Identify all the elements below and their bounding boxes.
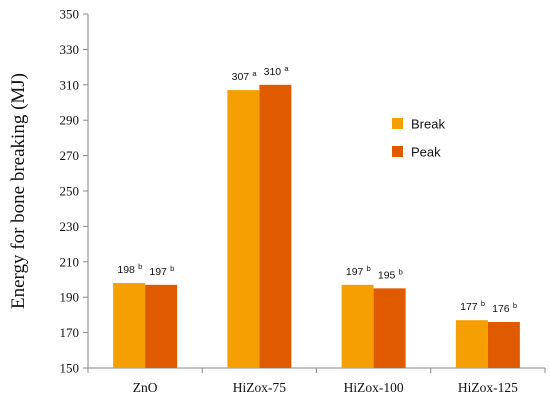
y-tick-label: 170 xyxy=(60,325,80,340)
data-label: 197 xyxy=(346,266,364,278)
x-category-label: ZnO xyxy=(133,380,158,395)
bar-peak-hizox-125 xyxy=(487,321,520,368)
data-label-superscript: b xyxy=(367,264,371,273)
y-tick-label: 210 xyxy=(60,254,80,269)
data-label-superscript: a xyxy=(284,64,289,73)
bar-break-hizox-75 xyxy=(227,90,260,369)
data-label-superscript: b xyxy=(138,262,142,271)
data-label: 176 xyxy=(492,303,510,315)
data-label: 310 xyxy=(264,66,282,78)
data-label-superscript: b xyxy=(170,264,174,273)
y-axis-label: Energy for bone breaking (MJ) xyxy=(8,73,29,309)
legend-swatch-peak xyxy=(392,146,403,157)
legend-label-break: Break xyxy=(411,117,445,132)
bar-peak-hizox-75 xyxy=(259,84,292,369)
y-tick-label: 190 xyxy=(60,290,80,305)
legend-label-peak: Peak xyxy=(411,145,441,160)
x-category-label: HiZox-100 xyxy=(344,380,404,395)
y-tick-label: 350 xyxy=(60,7,80,22)
data-label: 177 xyxy=(460,301,478,313)
y-tick-label: 330 xyxy=(60,42,80,57)
data-label-superscript: b xyxy=(513,301,517,310)
y-tick-label: 250 xyxy=(60,184,80,199)
y-tick-label: 290 xyxy=(60,113,80,128)
data-label-superscript: b xyxy=(481,299,485,308)
y-tick-label: 150 xyxy=(60,361,80,376)
y-tick-label: 310 xyxy=(60,77,80,92)
bar-break-hizox-125 xyxy=(455,320,488,368)
x-category-label: HiZox-75 xyxy=(233,380,286,395)
bar-peak-hizox-100 xyxy=(373,288,406,368)
data-label-superscript: b xyxy=(399,267,403,276)
legend-swatch-break xyxy=(392,118,403,129)
data-label: 198 xyxy=(117,264,135,276)
bar-break-zno xyxy=(113,283,146,368)
data-label-superscript: a xyxy=(252,69,257,78)
y-tick-label: 270 xyxy=(60,148,80,163)
y-tick-label: 230 xyxy=(60,219,80,234)
x-category-label: HiZox-125 xyxy=(458,380,518,395)
bar-break-hizox-100 xyxy=(341,284,374,368)
data-label: 197 xyxy=(149,266,167,278)
data-label: 195 xyxy=(378,269,396,281)
data-label: 307 xyxy=(232,71,250,83)
bar-peak-zno xyxy=(145,284,178,368)
